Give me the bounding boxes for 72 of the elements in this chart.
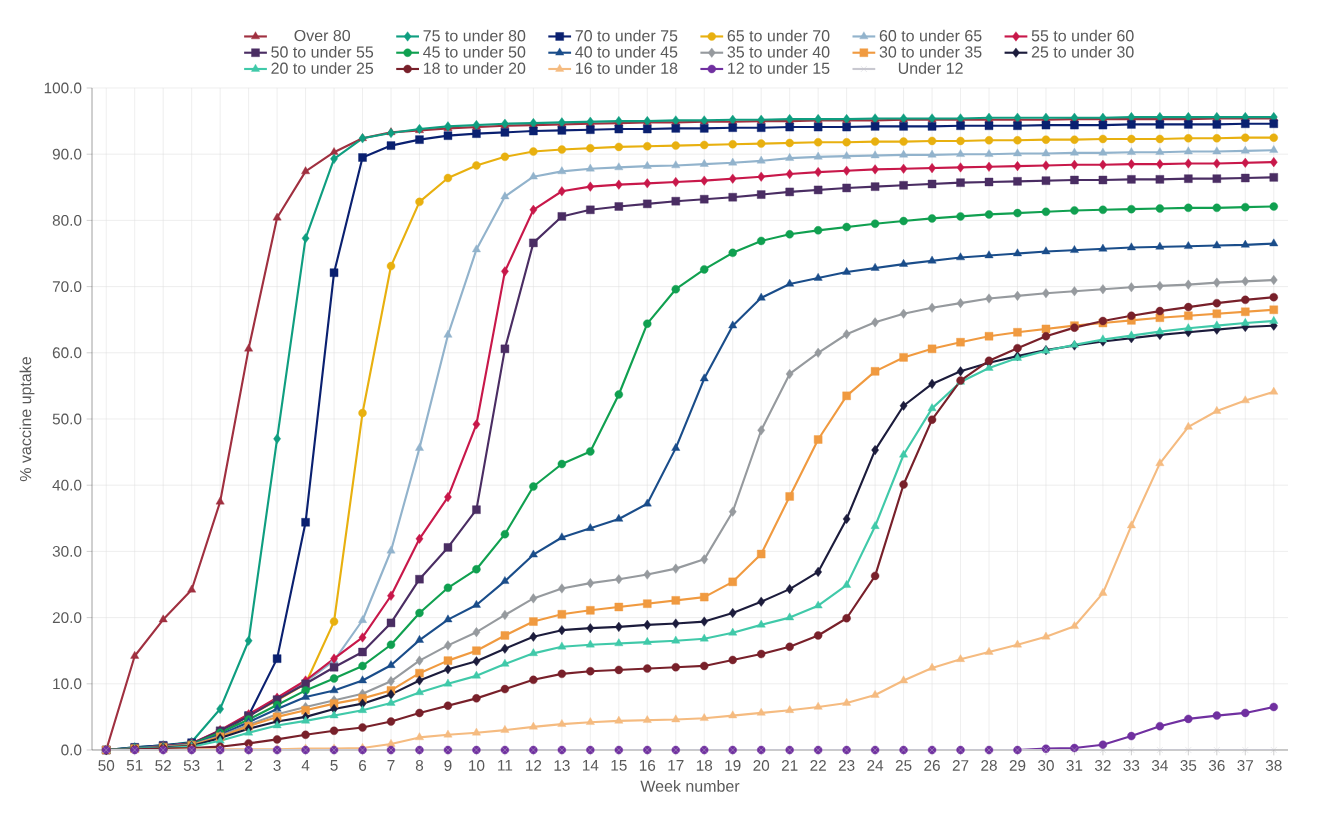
- x-tick-label: 53: [183, 760, 200, 771]
- x-tick-label: 12: [526, 760, 542, 771]
- legend-label: 70 to under 75: [575, 29, 678, 42]
- x-tick-label: 21: [781, 760, 798, 771]
- x-tick-label: 31: [1066, 760, 1083, 771]
- x-axis-title: Week number: [640, 780, 740, 792]
- x-tick-label: 2: [245, 760, 253, 771]
- x-tick-label: 52: [155, 760, 171, 771]
- x-tick-label: 27: [952, 760, 969, 771]
- y-tick-label: 40.0: [52, 479, 82, 491]
- legend-label: 65 to under 70: [727, 29, 830, 42]
- legend-label: 45 to under 50: [423, 45, 526, 58]
- y-tick-label: 100.0: [44, 82, 82, 94]
- legend-label: 40 to under 45: [575, 45, 678, 58]
- y-axis-title: % vaccine uptake: [19, 357, 35, 482]
- x-tick-label: 35: [1180, 760, 1197, 771]
- x-tick-label: 15: [611, 760, 627, 771]
- legend-label: 75 to under 80: [423, 29, 526, 42]
- x-tick-label: 24: [867, 760, 884, 771]
- x-tick-label: 29: [1009, 760, 1026, 771]
- x-tick-label: 16: [639, 760, 656, 771]
- legend-label: Under 12: [898, 62, 963, 74]
- legend-label: 20 to under 25: [271, 62, 374, 74]
- x-tick-label: 32: [1094, 760, 1111, 771]
- x-tick-label: 14: [582, 760, 599, 771]
- x-tick-label: 37: [1237, 760, 1254, 771]
- x-tick-label: 19: [725, 760, 741, 771]
- legend-label: 16 to under 18: [576, 62, 678, 74]
- x-tick-label: 25: [895, 760, 912, 771]
- legend-label: 30 to under 35: [879, 45, 982, 58]
- x-tick-label: 17: [668, 760, 684, 771]
- x-tick-label: 7: [387, 760, 395, 771]
- x-tick-label: 5: [330, 760, 338, 771]
- x-tick-label: 33: [1123, 760, 1140, 771]
- legend-label: 18 to under 20: [423, 62, 526, 74]
- y-tick-label: 10.0: [53, 678, 82, 690]
- x-tick-label: 28: [981, 760, 997, 771]
- legend-label: 50 to under 55: [271, 45, 374, 58]
- y-tick-label: 90.0: [52, 148, 82, 160]
- x-tick-label: 38: [1265, 760, 1282, 771]
- x-tick-label: 50: [98, 760, 115, 771]
- x-tick-label: 23: [838, 760, 855, 771]
- x-tick-label: 18: [696, 760, 713, 771]
- x-tick-label: 26: [924, 760, 940, 771]
- x-tick-label: 22: [810, 760, 826, 771]
- x-tick-label: 9: [444, 760, 452, 771]
- legend-label: 35 to under 40: [727, 45, 830, 58]
- x-tick-label: 6: [359, 760, 367, 771]
- x-tick-label: 8: [415, 760, 424, 771]
- y-tick-label: 50.0: [52, 413, 82, 425]
- x-tick-label: 34: [1151, 760, 1168, 771]
- y-tick-label: 30.0: [52, 545, 82, 557]
- legend-label: 12 to under 15: [728, 62, 830, 74]
- y-tick-label: 0.0: [61, 744, 82, 756]
- x-tick-label: 11: [498, 760, 513, 771]
- y-tick-label: 80.0: [52, 214, 82, 226]
- x-tick-label: 30: [1038, 760, 1054, 771]
- x-tick-label: 36: [1208, 760, 1225, 771]
- legend-label: 60 to under 65: [879, 29, 982, 42]
- legend-label: Over 80: [294, 29, 351, 42]
- y-tick-label: 60.0: [52, 347, 82, 359]
- x-tick-label: 51: [126, 760, 143, 771]
- x-tick-label: 4: [301, 760, 310, 771]
- x-tick-label: 10: [469, 760, 485, 771]
- legend-label: 55 to under 60: [1031, 29, 1134, 42]
- y-tick-label: 20.0: [52, 612, 82, 624]
- y-tick-label: 70.0: [52, 281, 82, 293]
- x-tick-label: 3: [273, 760, 281, 771]
- x-tick-label: 1: [217, 760, 224, 771]
- legend-label: 25 to under 30: [1031, 45, 1134, 58]
- x-tick-label: 13: [554, 760, 570, 771]
- x-tick-label: 20: [753, 760, 770, 771]
